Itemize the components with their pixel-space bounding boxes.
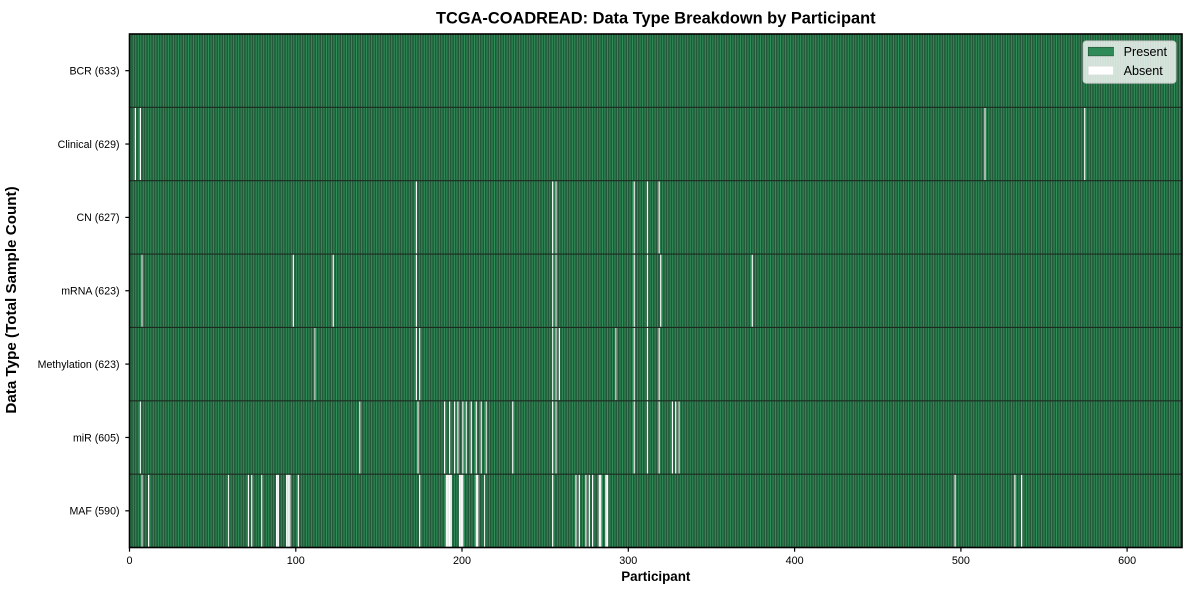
svg-text:600: 600 xyxy=(1118,555,1136,567)
svg-text:Methylation (623): Methylation (623) xyxy=(38,359,120,371)
svg-text:500: 500 xyxy=(952,555,970,567)
svg-text:100: 100 xyxy=(287,555,305,567)
svg-text:MAF (590): MAF (590) xyxy=(69,506,119,518)
svg-text:BCR (633): BCR (633) xyxy=(69,65,119,77)
svg-text:Absent: Absent xyxy=(1124,64,1164,78)
svg-text:Participant: Participant xyxy=(621,569,691,584)
svg-text:CN (627): CN (627) xyxy=(77,212,120,224)
svg-text:Data Type (Total Sample Count): Data Type (Total Sample Count) xyxy=(3,186,20,413)
svg-text:Present: Present xyxy=(1124,45,1168,59)
svg-text:Clinical (629): Clinical (629) xyxy=(58,139,120,151)
svg-text:300: 300 xyxy=(619,555,637,567)
svg-text:0: 0 xyxy=(126,555,132,567)
svg-text:TCGA-COADREAD: Data Type Break: TCGA-COADREAD: Data Type Breakdown by Pa… xyxy=(436,10,876,28)
svg-text:400: 400 xyxy=(786,555,804,567)
svg-text:mRNA (623): mRNA (623) xyxy=(61,286,119,298)
svg-text:miR (605): miR (605) xyxy=(73,432,120,444)
svg-text:200: 200 xyxy=(453,555,471,567)
